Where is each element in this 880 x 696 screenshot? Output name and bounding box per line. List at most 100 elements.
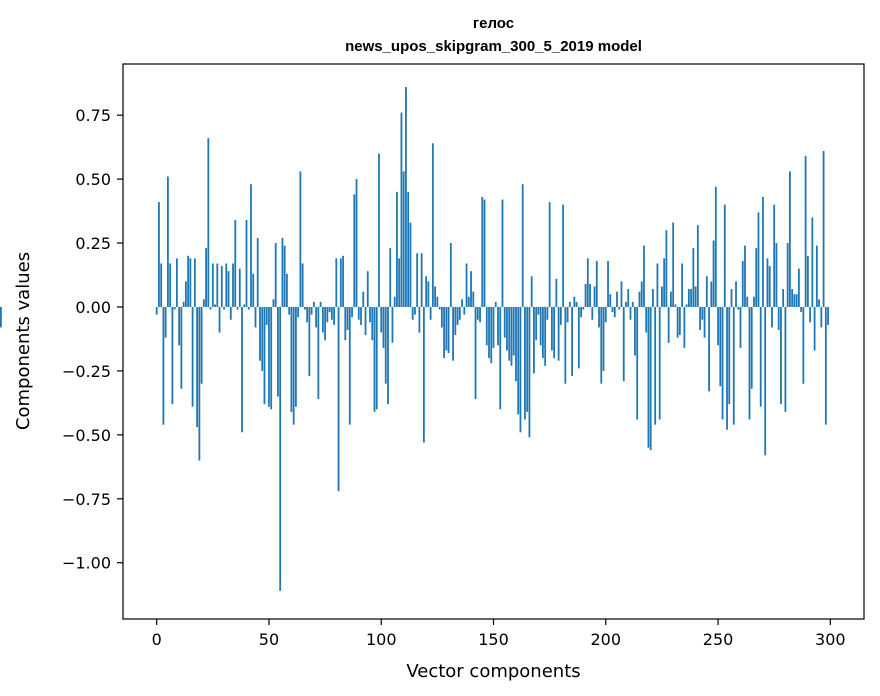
bar xyxy=(806,255,809,307)
bar xyxy=(744,245,746,307)
bar xyxy=(757,212,760,307)
x-tick-label: 0 xyxy=(152,630,162,649)
bar xyxy=(595,260,598,307)
bar xyxy=(815,245,818,307)
bar xyxy=(182,301,185,307)
bar xyxy=(481,197,484,307)
bar xyxy=(537,306,540,315)
bar xyxy=(232,263,234,307)
bar xyxy=(306,306,309,323)
bar xyxy=(589,283,591,307)
bar xyxy=(793,294,796,307)
bar xyxy=(735,281,737,307)
bar xyxy=(454,306,457,336)
bar xyxy=(555,278,558,307)
bar xyxy=(703,306,706,338)
bar xyxy=(364,306,367,336)
bar xyxy=(440,306,443,328)
bar xyxy=(586,258,589,307)
bar xyxy=(568,301,571,307)
bar xyxy=(591,306,594,320)
bar xyxy=(490,306,493,364)
bar xyxy=(205,248,207,307)
bar xyxy=(550,306,553,351)
bar xyxy=(559,306,562,325)
bar xyxy=(391,306,394,343)
bars-group xyxy=(0,87,829,591)
bar xyxy=(160,263,163,307)
bar xyxy=(701,306,704,320)
bar xyxy=(658,306,661,420)
bar xyxy=(216,263,219,307)
bar xyxy=(634,306,636,356)
bar xyxy=(764,306,767,456)
bar xyxy=(669,291,672,307)
bar xyxy=(638,291,641,307)
bar xyxy=(519,306,522,433)
bar xyxy=(169,263,172,307)
bar xyxy=(694,286,697,307)
bar xyxy=(243,304,246,307)
bar xyxy=(681,263,684,307)
bar xyxy=(771,306,773,328)
bar xyxy=(643,245,645,307)
bar xyxy=(220,266,223,307)
bar xyxy=(227,271,230,307)
bar xyxy=(546,306,549,320)
bar xyxy=(517,306,520,415)
bar xyxy=(654,306,657,425)
bar xyxy=(297,306,300,318)
bar xyxy=(198,306,201,461)
bar xyxy=(351,306,353,318)
bar xyxy=(290,306,293,412)
bar xyxy=(627,289,630,307)
bar xyxy=(467,296,470,307)
bar xyxy=(337,306,340,492)
bar xyxy=(674,304,677,307)
bar xyxy=(685,304,688,307)
bar xyxy=(396,191,398,307)
bar xyxy=(452,306,454,361)
bar xyxy=(573,296,576,307)
bar xyxy=(214,304,216,307)
bar xyxy=(310,306,313,315)
bar xyxy=(777,306,780,330)
bar xyxy=(723,204,726,307)
bar xyxy=(389,248,392,307)
bar xyxy=(155,306,158,315)
bar xyxy=(333,306,335,325)
bar xyxy=(721,306,724,420)
bar xyxy=(263,306,266,405)
bar xyxy=(375,306,378,410)
bar xyxy=(355,179,358,307)
bar xyxy=(775,243,778,307)
bar xyxy=(672,222,675,307)
bar xyxy=(611,306,614,313)
bar xyxy=(223,306,225,310)
bar xyxy=(398,258,401,307)
bar xyxy=(499,306,502,410)
bar xyxy=(207,138,210,307)
bar xyxy=(656,263,659,307)
bar xyxy=(270,306,273,410)
bar xyxy=(508,306,511,361)
bar xyxy=(739,306,742,348)
bar xyxy=(405,87,407,307)
bar xyxy=(762,197,764,307)
bar xyxy=(515,306,517,382)
bar xyxy=(728,306,731,405)
bar xyxy=(652,289,654,307)
bar xyxy=(667,306,670,343)
bar xyxy=(158,202,160,307)
chart-subtitle: news_upos_skipgram_300_5_2019 model xyxy=(345,38,642,55)
bar xyxy=(755,248,758,307)
bar xyxy=(750,306,753,389)
bar xyxy=(524,306,526,420)
x-tick-label: 300 xyxy=(815,630,846,649)
bar xyxy=(447,306,450,354)
bar xyxy=(494,301,497,307)
bar xyxy=(234,220,237,307)
bar xyxy=(0,306,2,328)
bar xyxy=(571,306,573,377)
